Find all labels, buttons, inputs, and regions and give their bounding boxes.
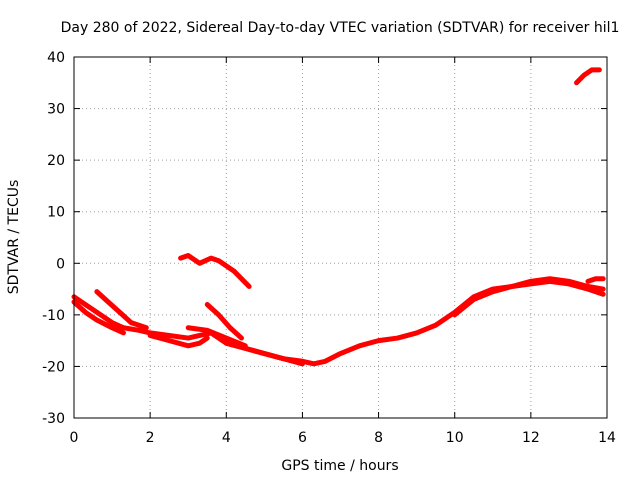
series-track-2 <box>71 299 126 336</box>
x-tick-label: 2 <box>146 430 155 446</box>
series-track-8 <box>178 253 252 289</box>
y-tick-label: 30 <box>47 102 65 118</box>
x-tick-label: 6 <box>298 430 307 446</box>
series-track-10 <box>585 276 606 284</box>
series-track-11 <box>574 67 602 86</box>
x-tick-label: 4 <box>222 430 231 446</box>
x-tick-label: 0 <box>70 430 79 446</box>
y-axis-label: SDTVAR / TECUs <box>6 180 22 295</box>
series-track-9 <box>452 278 606 318</box>
y-tick-label: -20 <box>42 359 65 375</box>
series-track-5 <box>185 325 248 349</box>
plot-frame <box>73 56 608 419</box>
series-track-4 <box>147 332 210 349</box>
x-axis-label: GPS time / hours <box>281 458 398 474</box>
series-track-6 <box>204 302 245 341</box>
axis-ticks: 0 2 4 6 8 10 12 14 -30 -20 -10 0 10 20 30 40 <box>42 50 616 446</box>
data-series <box>71 67 606 367</box>
y-tick-label: 0 <box>56 256 65 272</box>
x-tick-label: 10 <box>446 430 464 446</box>
series-track-3 <box>94 289 149 331</box>
y-tick-label: 10 <box>47 205 65 221</box>
series-track-7 <box>223 340 305 367</box>
y-tick-label: -30 <box>42 411 65 427</box>
chart-title: Day 280 of 2022, Sidereal Day-to-day VTE… <box>61 20 620 36</box>
grid <box>74 57 607 418</box>
series-track-1 <box>71 276 606 367</box>
y-tick-label: -10 <box>42 308 65 324</box>
x-tick-label: 8 <box>374 430 383 446</box>
x-tick-label: 12 <box>522 430 540 446</box>
y-tick-label: 20 <box>47 153 65 169</box>
y-tick-label: 40 <box>47 50 65 66</box>
x-tick-label: 14 <box>598 430 616 446</box>
